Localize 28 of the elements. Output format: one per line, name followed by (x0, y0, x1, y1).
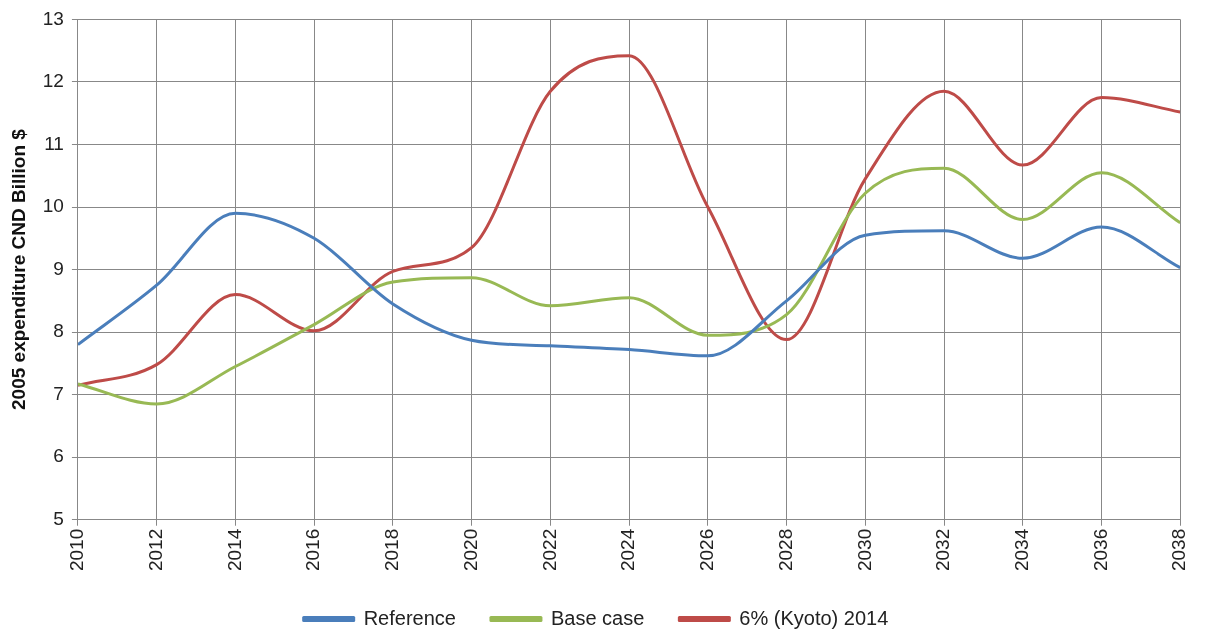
x-tick-label: 2024 (617, 528, 639, 572)
x-tick-label: 2020 (459, 528, 481, 572)
y-tick-label: 5 (53, 507, 64, 529)
y-axis-title: 2005 expenditure CND Billion $ (7, 128, 29, 410)
x-tick-label: 2014 (223, 528, 245, 572)
x-tick-label: 2016 (302, 528, 324, 572)
x-tick-label: 2038 (1168, 528, 1190, 572)
x-tick-label: 2032 (932, 528, 954, 572)
x-tick-label: 2018 (381, 528, 403, 572)
x-tick-label: 2026 (696, 528, 718, 572)
y-tick-label: 12 (42, 70, 64, 92)
x-tick-label: 2030 (853, 528, 875, 572)
legend-label: Base case (550, 606, 645, 629)
y-tick-label: 9 (53, 257, 64, 279)
y-tick-label: 7 (53, 382, 64, 404)
y-tick-label: 11 (44, 132, 64, 154)
y-tick-label: 13 (42, 7, 64, 29)
y-tick-label: 10 (42, 195, 64, 217)
legend-label: Reference (363, 606, 456, 629)
legend-label: 6% (Kyoto) 2014 (739, 606, 889, 629)
x-tick-label: 2028 (774, 528, 796, 572)
y-tick-label: 6 (53, 445, 64, 467)
x-tick-label: 2012 (144, 528, 166, 572)
y-tick-label: 8 (53, 320, 64, 342)
x-tick-label: 2022 (538, 528, 560, 572)
x-tick-label: 2034 (1010, 528, 1032, 572)
x-tick-label: 2010 (66, 528, 88, 572)
x-tick-label: 2036 (1089, 528, 1111, 572)
